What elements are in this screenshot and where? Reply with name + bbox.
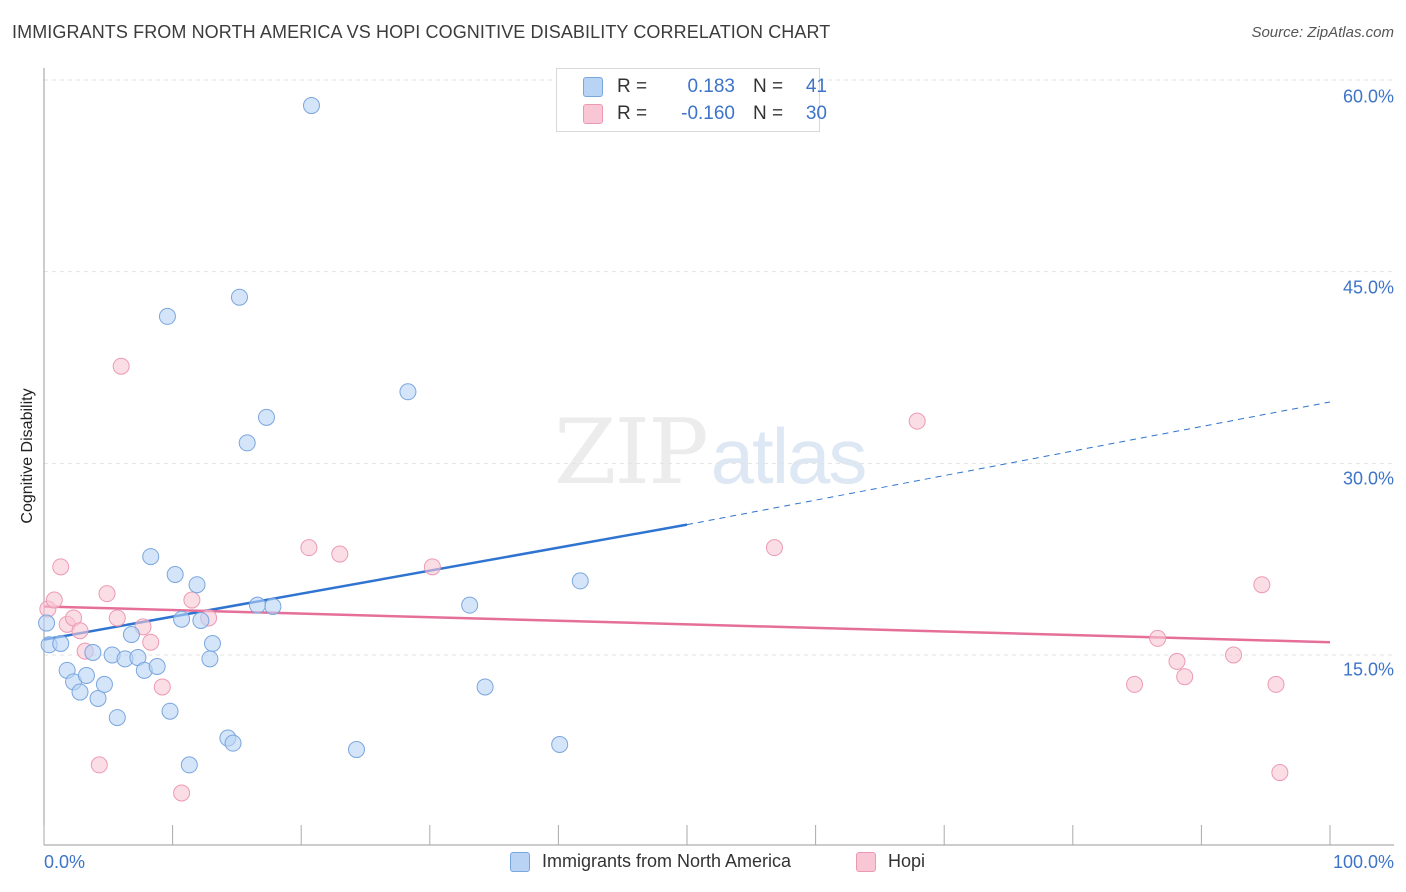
- immigrants-point: [89, 689, 107, 707]
- r-value: 0.183: [687, 76, 735, 97]
- hopi-point: [108, 609, 126, 627]
- immigrants-point: [166, 566, 184, 583]
- series2-swatch: [583, 104, 603, 124]
- data-points: [38, 97, 1289, 802]
- immigrants-point: [122, 626, 140, 644]
- immigrants-point: [158, 307, 176, 325]
- immigrants-point: [248, 596, 266, 614]
- hopi-point: [1271, 764, 1289, 782]
- y-tick-label-30: 30.0%: [1342, 468, 1394, 489]
- n-value: 41: [805, 76, 827, 97]
- immigrants-point: [551, 735, 569, 753]
- legend-item-immigrants: Immigrants from North America: [510, 851, 791, 872]
- x-tick-label-min: 0.0%: [44, 852, 86, 872]
- y-tick-label-15: 15.0%: [1342, 659, 1394, 680]
- immigrants-point: [52, 635, 70, 652]
- series2-legend-label: Hopi: [888, 851, 926, 871]
- trend-lines: [43, 401, 1331, 644]
- hopi-point: [45, 591, 63, 609]
- immigrants-point: [38, 614, 56, 632]
- immigrants-point: [461, 596, 479, 614]
- immigrants-point: [257, 408, 275, 426]
- hopi-point: [142, 633, 160, 651]
- y-axis-label: Cognitive Disability: [19, 388, 36, 524]
- x-tick-label-max: 100.0%: [1332, 852, 1394, 872]
- immigrants-point: [77, 666, 95, 684]
- hopi-point: [183, 591, 201, 609]
- immigrants-point: [399, 383, 417, 401]
- immigrants-point: [224, 734, 242, 752]
- y-tick-label-60: 60.0%: [1342, 86, 1394, 107]
- n-label: N =: [753, 76, 784, 97]
- immigrants-point: [238, 434, 256, 452]
- hopi-trend-line: [43, 605, 1331, 644]
- immigrants-point: [173, 610, 191, 628]
- hopi-point: [1267, 675, 1285, 693]
- n-value: 30: [805, 103, 827, 124]
- hopi-point: [1168, 652, 1186, 670]
- immigrants-point: [84, 643, 102, 661]
- hopi-point: [423, 558, 441, 576]
- r-value: -0.160: [681, 103, 735, 124]
- axes: [43, 68, 1394, 846]
- legend-row-series1: R = 0.183 N = 41: [557, 73, 827, 101]
- immigrants-point: [180, 756, 198, 774]
- n-label: N =: [753, 103, 784, 124]
- hopi-point: [1225, 646, 1243, 664]
- hopi-point: [300, 539, 318, 557]
- hopi-point: [71, 622, 89, 640]
- hopi-point: [173, 784, 191, 802]
- hopi-point: [331, 545, 349, 563]
- y-tick-label-45: 45.0%: [1342, 277, 1394, 298]
- watermark-zip: ZIP: [554, 400, 709, 505]
- immigrants-point: [161, 702, 179, 720]
- immigrants-point: [192, 612, 210, 629]
- hopi-point: [90, 756, 108, 774]
- r-label: R =: [617, 103, 648, 124]
- r-label: R =: [617, 76, 648, 97]
- watermark-atlas: atlas: [710, 412, 868, 500]
- hopi-point: [1253, 576, 1271, 594]
- chart-title: IMMIGRANTS FROM NORTH AMERICA VS HOPI CO…: [12, 22, 831, 42]
- legend-item-hopi: Hopi: [856, 851, 925, 872]
- immigrants-point: [264, 597, 282, 615]
- immigrants-point: [571, 572, 589, 590]
- zipatlas-watermark: ZIPatlas: [554, 400, 868, 505]
- correlation-legend: R = 0.183 N = 41 R = -0.160 N = 30: [556, 68, 827, 132]
- hopi-point: [1126, 675, 1144, 693]
- series1-legend-swatch: [510, 851, 530, 872]
- immigrants-trend-line: [43, 523, 688, 641]
- immigrants-point: [108, 709, 126, 727]
- legend-row-series2: R = -0.160 N = 30: [557, 100, 827, 128]
- gridlines: [44, 79, 1394, 656]
- immigrants-point: [95, 675, 113, 693]
- immigrants-point: [188, 576, 206, 594]
- immigrants-point: [203, 635, 221, 652]
- immigrants-point: [148, 658, 166, 675]
- series1-swatch: [583, 77, 603, 97]
- hopi-point: [52, 558, 70, 576]
- immigrants-point: [142, 548, 160, 566]
- source-credit: Source: ZipAtlas.com: [1251, 24, 1394, 41]
- immigrants-point: [347, 741, 365, 759]
- hopi-point: [112, 357, 130, 375]
- immigrants-point: [71, 683, 89, 701]
- hopi-point: [153, 678, 171, 696]
- hopi-point: [765, 539, 783, 557]
- immigrants-point: [201, 650, 219, 668]
- hopi-point: [1149, 629, 1167, 647]
- hopi-point: [98, 585, 116, 603]
- series2-legend-swatch: [856, 851, 876, 872]
- immigrants-point: [230, 288, 248, 306]
- hopi-point: [1176, 668, 1194, 686]
- immigrants-point: [302, 97, 320, 115]
- hopi-point: [908, 412, 926, 430]
- series1-legend-label: Immigrants from North America: [542, 851, 792, 871]
- immigrants-point: [476, 678, 494, 696]
